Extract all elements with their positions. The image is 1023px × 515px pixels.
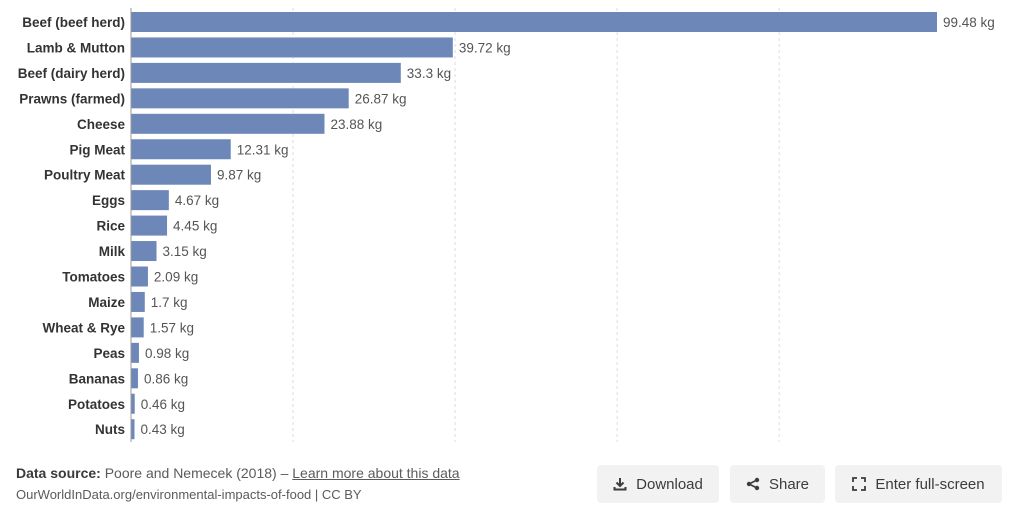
chart-footer: Data source: Poore and Nemecek (2018) – … xyxy=(16,462,460,506)
category-label: Bananas xyxy=(69,371,125,386)
bar[interactable] xyxy=(131,215,168,236)
share-label: Share xyxy=(768,475,810,493)
value-label: 12.31 kg xyxy=(237,142,289,157)
bar[interactable] xyxy=(131,113,325,134)
value-label: 1.57 kg xyxy=(150,320,194,335)
value-label: 99.48 kg xyxy=(943,15,995,30)
category-label: Nuts xyxy=(95,422,125,437)
bar[interactable] xyxy=(131,62,401,83)
category-label: Eggs xyxy=(92,193,125,208)
bar[interactable] xyxy=(131,368,138,389)
bar[interactable] xyxy=(131,37,453,58)
bar[interactable] xyxy=(131,291,145,312)
download-button[interactable]: Download xyxy=(597,465,719,503)
value-label: 1.7 kg xyxy=(151,295,188,310)
bar[interactable] xyxy=(131,266,148,287)
bar[interactable] xyxy=(131,241,157,262)
value-label: 4.45 kg xyxy=(173,219,217,234)
download-label: Download xyxy=(636,475,703,493)
bar-chart: Beef (beef herd) 99.48 kg Lamb & Mutton 39.… xyxy=(18,8,995,442)
credit-line: OurWorldInData.org/environmental-impacts… xyxy=(16,487,362,502)
data-source-line: Data source: Poore and Nemecek (2018) – … xyxy=(16,462,460,484)
fullscreen-label: Enter full-screen xyxy=(875,475,985,493)
value-label: 0.43 kg xyxy=(140,422,184,437)
category-label: Prawns (farmed) xyxy=(19,91,125,106)
value-label: 0.86 kg xyxy=(144,371,188,386)
category-label: Beef (beef herd) xyxy=(22,15,125,30)
value-label: 26.87 kg xyxy=(355,91,407,106)
category-label: Beef (dairy herd) xyxy=(18,66,125,81)
bar[interactable] xyxy=(131,139,231,160)
value-label: 0.98 kg xyxy=(145,346,189,361)
value-label: 33.3 kg xyxy=(407,66,451,81)
bar[interactable] xyxy=(131,190,169,211)
value-label: 2.09 kg xyxy=(154,270,198,285)
bar[interactable] xyxy=(131,88,349,109)
fullscreen-icon xyxy=(852,477,867,491)
category-label: Maize xyxy=(88,295,125,310)
category-label: Tomatoes xyxy=(62,270,125,285)
bar[interactable] xyxy=(131,317,144,338)
bars: Beef (beef herd) 99.48 kg Lamb & Mutton 39.… xyxy=(18,12,995,440)
category-label: Wheat & Rye xyxy=(42,320,125,335)
category-label: Lamb & Mutton xyxy=(27,40,125,55)
share-icon xyxy=(746,477,760,491)
bar[interactable] xyxy=(131,12,937,32)
download-icon xyxy=(613,478,627,491)
value-label: 23.88 kg xyxy=(330,117,382,132)
category-label: Poultry Meat xyxy=(44,168,126,183)
learn-more-link[interactable]: Learn more about this data xyxy=(292,465,460,481)
bar[interactable] xyxy=(131,393,135,414)
category-label: Milk xyxy=(99,244,126,259)
share-button[interactable]: Share xyxy=(730,465,825,503)
fullscreen-button[interactable]: Enter full-screen xyxy=(835,465,1002,503)
grid-lines xyxy=(292,8,780,442)
category-label: Peas xyxy=(93,346,125,361)
data-source-label: Data source: xyxy=(16,465,101,481)
bar[interactable] xyxy=(131,342,139,363)
value-label: 39.72 kg xyxy=(459,40,511,55)
category-label: Cheese xyxy=(77,117,126,132)
value-label: 4.67 kg xyxy=(175,193,219,208)
value-label: 9.87 kg xyxy=(217,168,261,183)
bar[interactable] xyxy=(131,164,211,185)
category-label: Potatoes xyxy=(68,397,125,412)
bar[interactable] xyxy=(131,419,135,440)
category-label: Rice xyxy=(96,219,125,234)
category-label: Pig Meat xyxy=(69,142,125,157)
data-source-text: Poore and Nemecek (2018) – xyxy=(104,465,289,481)
value-label: 0.46 kg xyxy=(141,397,185,412)
value-label: 3.15 kg xyxy=(163,244,207,259)
